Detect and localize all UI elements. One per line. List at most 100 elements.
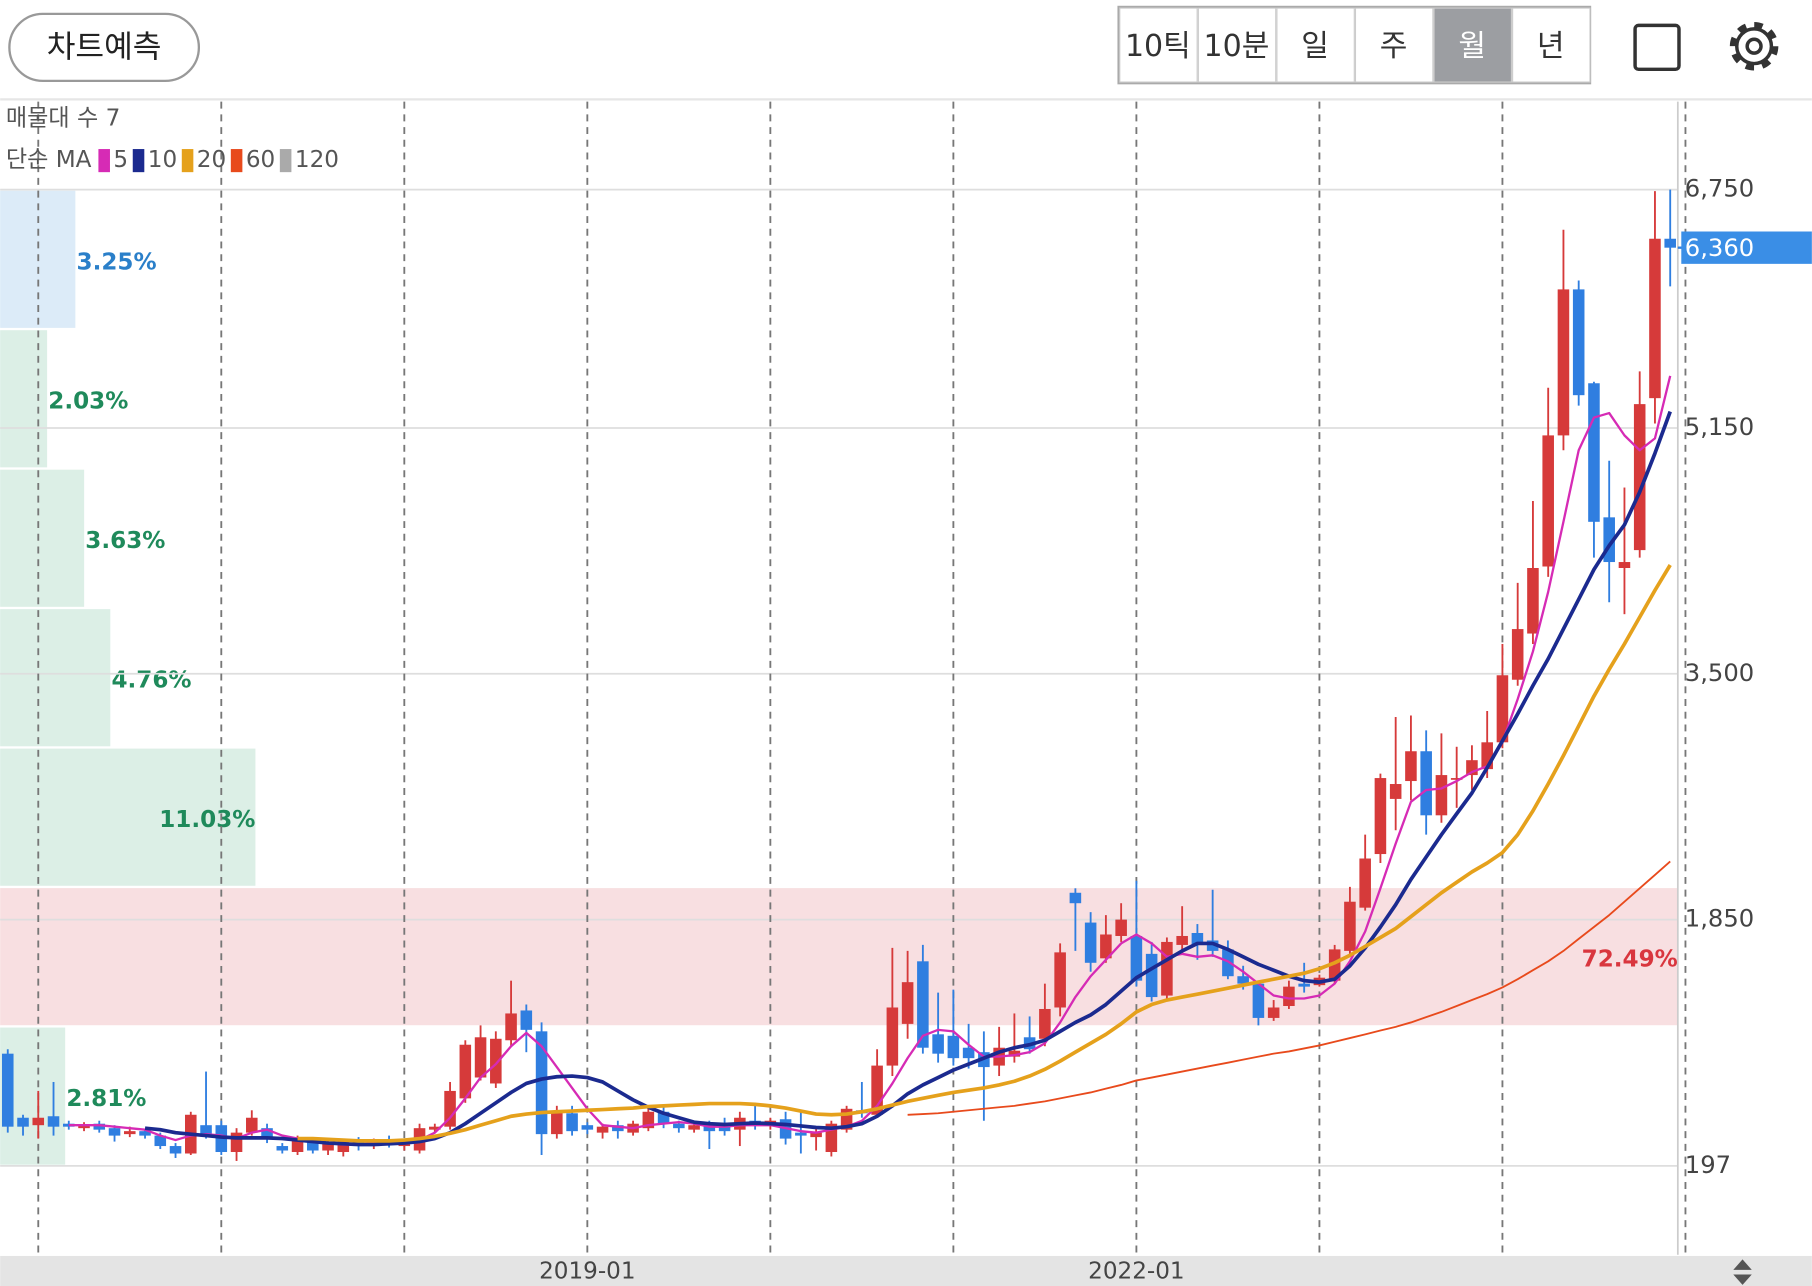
- candle-body: [78, 1125, 90, 1129]
- candle-body: [871, 1065, 883, 1115]
- period-button[interactable]: [1354, 7, 1434, 83]
- candle-body: [1252, 983, 1265, 1018]
- candle-body: [673, 1123, 685, 1129]
- candle-body: [810, 1132, 822, 1138]
- ma-line: [907, 860, 1671, 1116]
- candle-body: [1450, 778, 1463, 780]
- candle-body: [581, 1125, 594, 1130]
- ma-label: 단순 MA: [6, 147, 92, 173]
- candle-body: [917, 961, 929, 1048]
- candle-body: [1344, 901, 1356, 951]
- legend-swatch: [98, 149, 110, 173]
- legend-swatch: [181, 149, 194, 173]
- last-price-label: 6,360: [1685, 233, 1754, 262]
- candle-body: [1176, 935, 1188, 945]
- candle-body: [1359, 858, 1371, 908]
- gear-hole[interactable]: [1745, 37, 1763, 55]
- candle-body: [1633, 404, 1646, 551]
- candle-body: [474, 1037, 487, 1078]
- volume-label: 3.63%: [85, 528, 165, 554]
- header: 차트예측 10틱 10분 일 주 월 년: [0, 5, 1812, 101]
- gear-body[interactable]: [1735, 27, 1774, 66]
- candle-body: [1588, 383, 1600, 522]
- candle-body: [444, 1090, 456, 1127]
- candle-body: [1161, 941, 1173, 996]
- candle-body: [17, 1117, 29, 1127]
- predict-button-label[interactable]: 차트예측: [47, 30, 162, 66]
- period-button[interactable]: [1119, 7, 1198, 83]
- volume-band: [0, 748, 256, 886]
- period-label[interactable]: 10틱: [1125, 29, 1191, 64]
- candle-body: [840, 1108, 853, 1130]
- candle-body: [596, 1126, 609, 1133]
- candle-body: [1542, 435, 1554, 567]
- candle-body: [1328, 949, 1341, 981]
- candle-body: [490, 1038, 502, 1084]
- y-tick-label: 3,500: [1685, 658, 1754, 687]
- candle-body: [1603, 517, 1615, 563]
- settings-icon[interactable]: [1729, 21, 1779, 71]
- candle-body: [276, 1146, 289, 1151]
- candle-body: [1511, 629, 1524, 680]
- candle-body: [1405, 751, 1417, 782]
- candle-body: [307, 1141, 319, 1151]
- candle-body: [1206, 940, 1219, 951]
- candle-body: [642, 1111, 655, 1129]
- period-button[interactable]: [1512, 7, 1591, 83]
- candle-body: [535, 1031, 548, 1135]
- legend: 매물대 수 7 단순 MA 5 10 20 60 120: [6, 106, 339, 174]
- period-label[interactable]: 월: [1458, 29, 1486, 64]
- candle-body: [1618, 562, 1631, 568]
- scroll-arrows[interactable]: [1733, 1259, 1752, 1285]
- candle-body: [1039, 1008, 1051, 1039]
- candle-body: [139, 1131, 151, 1136]
- candle-body: [1389, 784, 1402, 799]
- period-label[interactable]: 주: [1380, 29, 1408, 64]
- y-tick-label: 1,850: [1685, 904, 1754, 933]
- checkbox-icon[interactable]: [1633, 23, 1681, 72]
- legend-label: 120: [295, 147, 339, 173]
- candle-body: [1527, 567, 1539, 634]
- period-button[interactable]: [1276, 7, 1355, 83]
- volume-band: [0, 609, 111, 747]
- candle-body: [337, 1141, 350, 1153]
- ma-line: [144, 410, 1672, 1147]
- volume-label: 3.25%: [77, 249, 157, 275]
- candle-body: [1283, 986, 1295, 1007]
- gear-teeth[interactable]: [1729, 21, 1779, 71]
- candle-body: [1008, 1050, 1021, 1057]
- x-axis-strip: [0, 1255, 1812, 1286]
- candle-body: [246, 1117, 258, 1133]
- candle-body: [1, 1053, 14, 1127]
- legend-label: 60: [246, 147, 275, 173]
- candle-body: [1237, 976, 1249, 984]
- candle-body: [901, 982, 914, 1024]
- volume-band: [0, 888, 1678, 1026]
- candle-body: [322, 1143, 334, 1151]
- period-label[interactable]: 10분: [1204, 29, 1270, 64]
- candle-body: [886, 1007, 899, 1066]
- candle-body: [169, 1146, 182, 1154]
- candle-body: [93, 1123, 106, 1130]
- volume-label: 11.03%: [159, 807, 255, 833]
- period-button[interactable]: [1197, 7, 1277, 83]
- period-button[interactable]: [1433, 7, 1513, 83]
- candle-body: [1069, 892, 1082, 904]
- candle-body: [703, 1125, 716, 1132]
- y-tick-label: 5,150: [1685, 412, 1754, 441]
- y-tick-label: 197: [1685, 1150, 1731, 1179]
- candle-body: [291, 1138, 304, 1153]
- candle-body: [1481, 742, 1493, 770]
- candle-body: [1496, 675, 1509, 743]
- predict-button[interactable]: [8, 12, 201, 83]
- period-label[interactable]: 일: [1301, 29, 1329, 64]
- candle-body: [459, 1044, 472, 1099]
- legend-swatch: [132, 149, 145, 173]
- x-tick-label: 2022-01: [1088, 1259, 1185, 1285]
- period-label[interactable]: 년: [1537, 29, 1565, 64]
- candle-body: [1084, 922, 1097, 963]
- x-tick-label: 2019-01: [539, 1259, 636, 1285]
